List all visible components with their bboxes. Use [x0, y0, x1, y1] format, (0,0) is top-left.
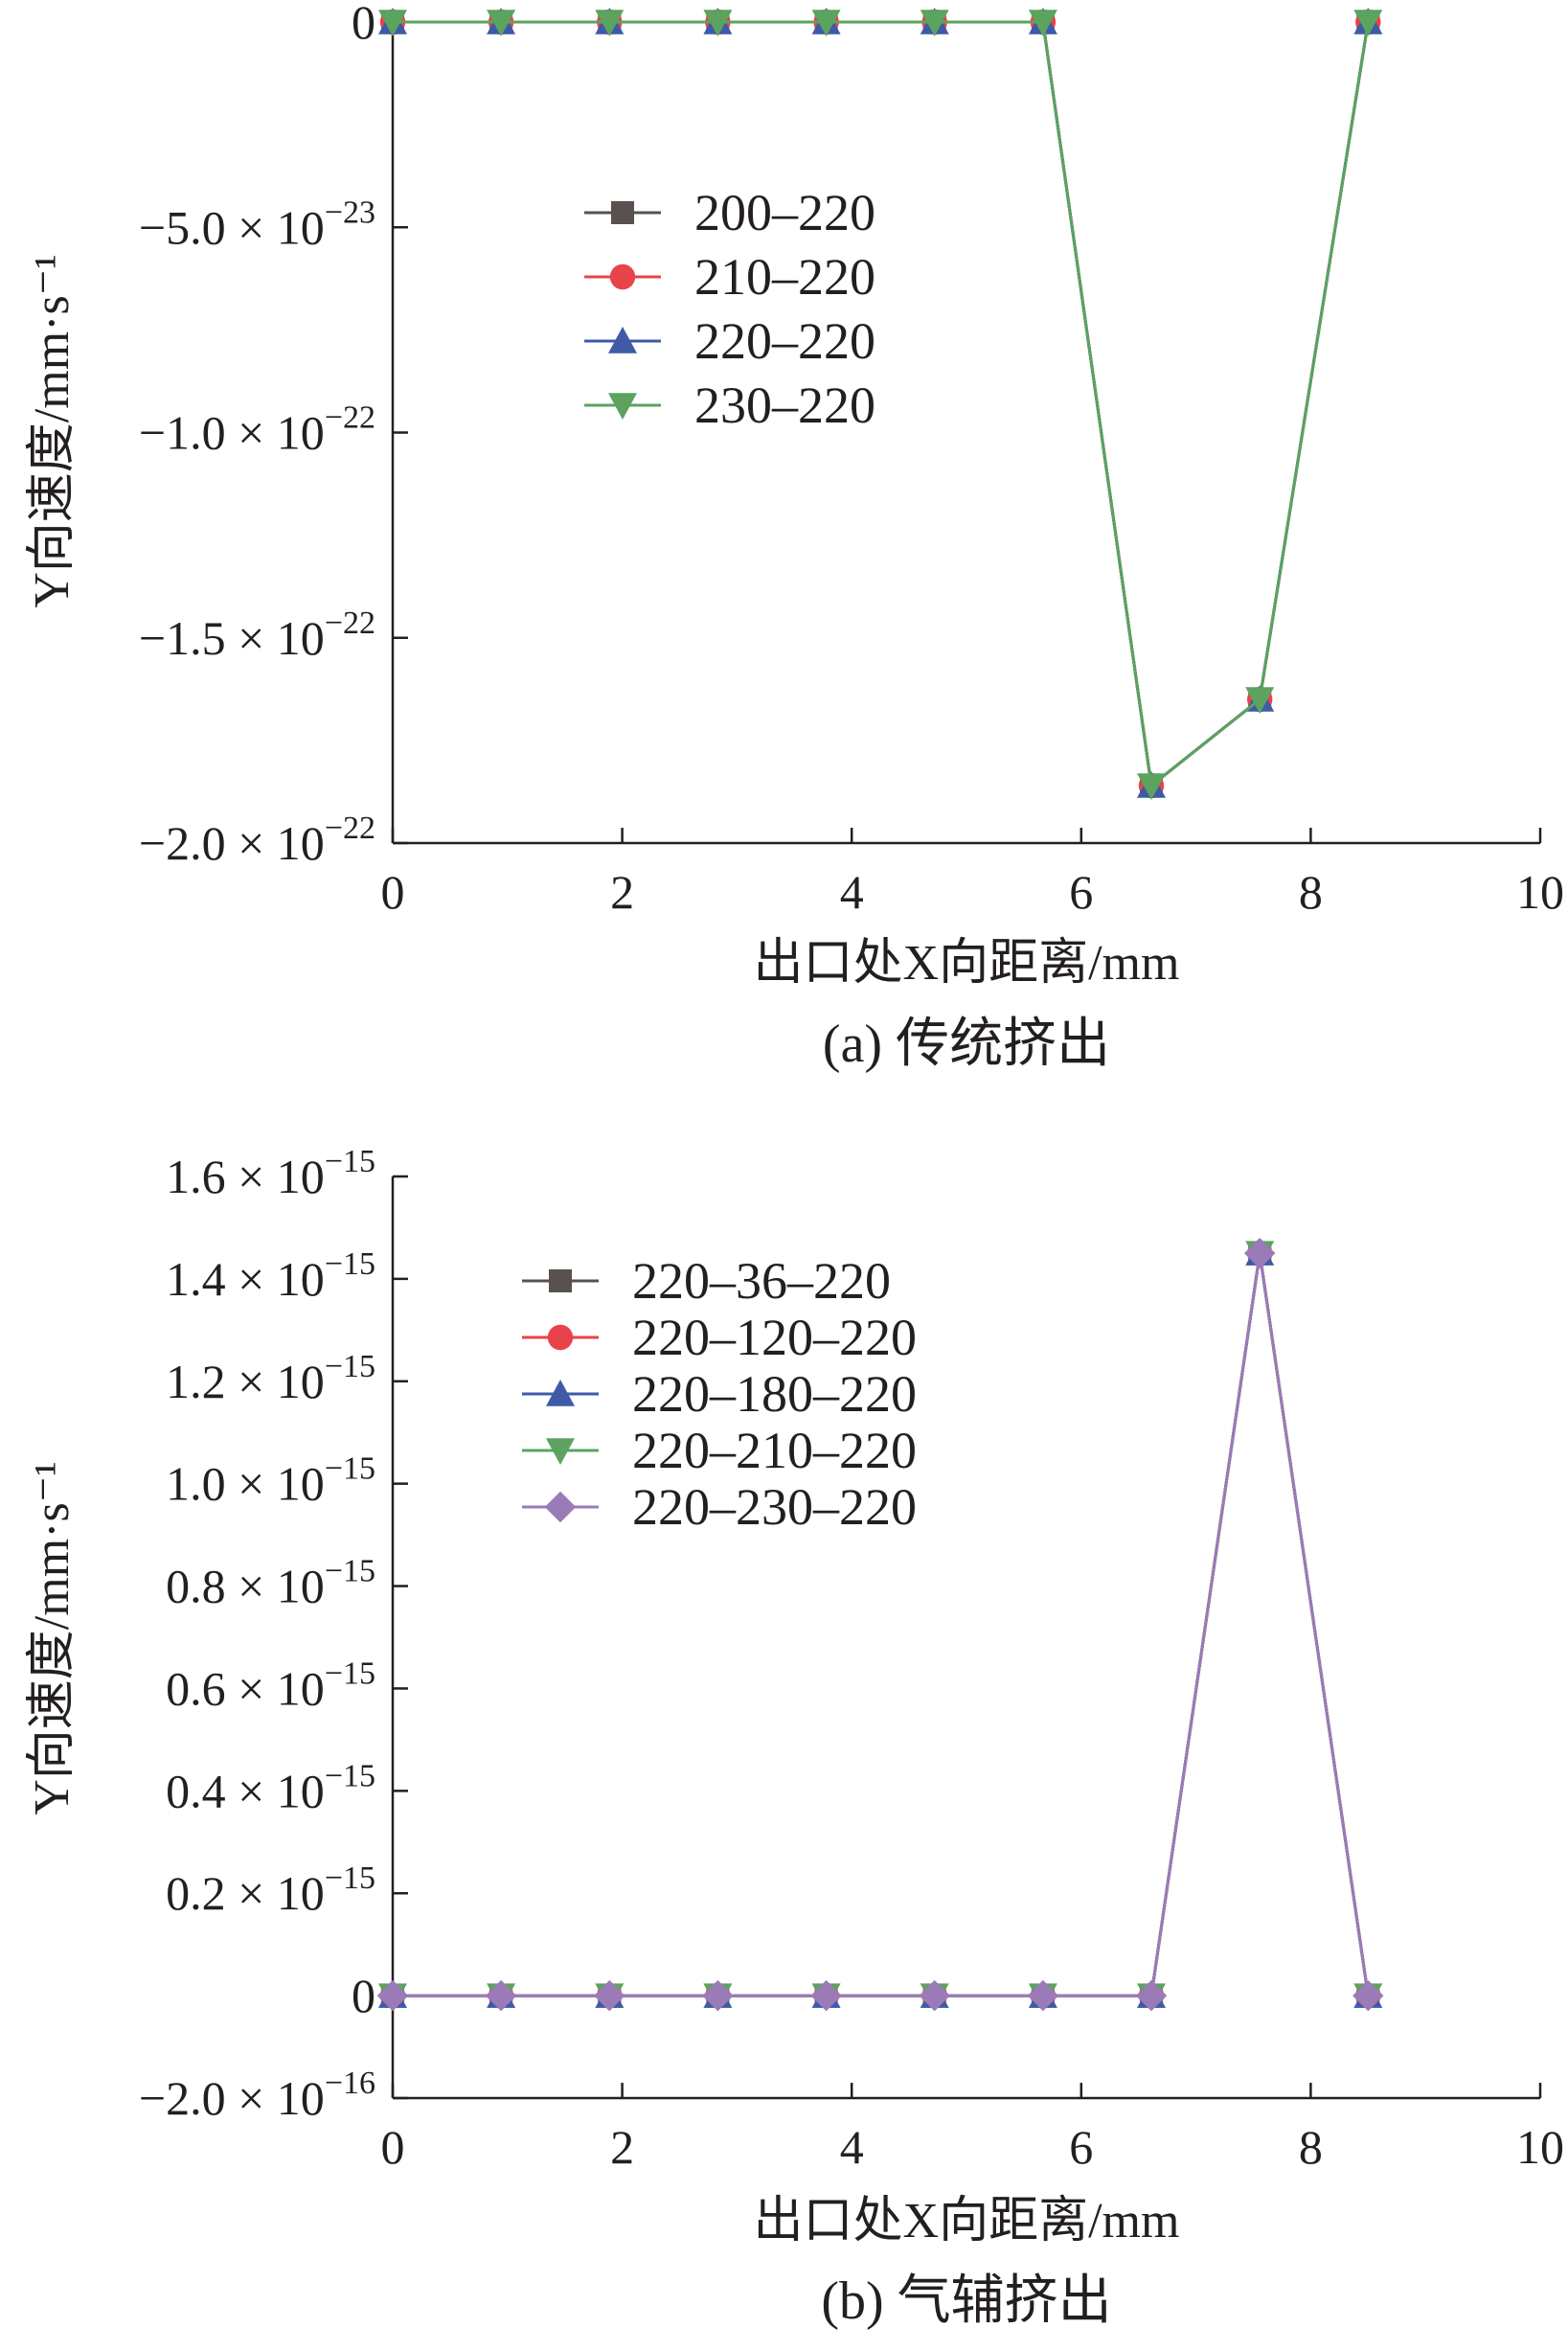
x-axis-label: 出口处X向距离/mm — [754, 2194, 1180, 2248]
series-4 — [378, 10, 1383, 801]
legend-label: 220–180–220 — [632, 1365, 917, 1423]
legend-marker — [549, 1269, 572, 1292]
y-tick-label: 0.4 × 10−15 — [166, 1758, 375, 1817]
data-point — [1245, 687, 1275, 715]
data-point — [595, 10, 625, 36]
y-tick-label: 1.0 × 10−15 — [166, 1451, 375, 1511]
x-tick-label: 0 — [381, 865, 405, 919]
y-tick-label: −5.0 × 10−23 — [139, 194, 375, 254]
legend: 200–220 210–220 220–220 230–220 — [584, 184, 875, 434]
legend-marker — [609, 263, 636, 290]
x-tick-label: 10 — [1516, 2120, 1564, 2174]
series-line — [393, 20, 1370, 788]
y-tick-label: 0.6 × 10−15 — [166, 1655, 375, 1715]
y-tick-label: −1.5 × 10−22 — [139, 605, 375, 665]
series-1 — [381, 11, 1380, 798]
y-axis-label: Y向速度/mm·s⁻¹ — [25, 254, 80, 608]
legend-marker — [608, 393, 637, 420]
data-point — [810, 1979, 842, 2012]
series-line — [393, 1252, 1370, 1997]
data-point — [485, 1979, 517, 2012]
x-tick-label: 2 — [610, 2120, 634, 2174]
legend-marker — [546, 1438, 575, 1465]
series-line — [393, 20, 1370, 788]
series-2 — [379, 9, 1381, 799]
y-tick-label: −2.0 × 10−16 — [139, 2066, 375, 2125]
x-tick-label: 0 — [381, 2120, 405, 2174]
data-point — [1353, 10, 1383, 36]
data-point — [1244, 1237, 1276, 1269]
data-point — [1027, 1979, 1059, 2012]
data-point — [1135, 1979, 1168, 2012]
legend-label: 220–220 — [694, 312, 875, 370]
x-tick-label: 4 — [840, 865, 864, 919]
series-5 — [376, 1237, 1384, 2012]
legend-marker — [547, 1324, 574, 1351]
chart-b: 0 2 4 6 8 10 1.6 × 10−15 1.4 × 10−15 1.2 × 10−15… — [25, 1144, 1564, 2331]
chart-caption: (a) 传统挤出 — [823, 1015, 1110, 1074]
legend-marker — [544, 1491, 577, 1523]
data-point — [487, 10, 516, 36]
legend-label: 210–220 — [694, 248, 875, 306]
x-tick-label: 6 — [1069, 2120, 1093, 2174]
data-point — [594, 1979, 625, 2012]
x-tick-label: 8 — [1299, 2120, 1323, 2174]
legend-label: 230–220 — [694, 377, 875, 434]
y-tick-label: 0 — [352, 1969, 375, 2022]
chart-a: 0 2 4 6 8 10 0 −5.0 × 10−23 −1.0 × 10−22 −1.5 × 1… — [25, 0, 1564, 1074]
data-point — [920, 10, 949, 36]
legend-label: 220–120–220 — [632, 1309, 917, 1366]
data-point — [702, 1979, 734, 2012]
series-line — [393, 20, 1370, 788]
y-tick-label: 1.6 × 10−15 — [166, 1144, 375, 1203]
legend: 220–36–220220–120–220220–180–220220–210–… — [522, 1252, 917, 1536]
y-axis-label: Y向速度/mm·s⁻¹ — [25, 1461, 80, 1815]
x-tick-label: 4 — [840, 2120, 864, 2174]
legend-marker — [608, 327, 637, 354]
legend-marker — [611, 201, 634, 224]
data-point — [811, 10, 841, 36]
series-line — [393, 20, 1370, 788]
x-tick-label: 8 — [1299, 865, 1323, 919]
y-tick-label: 1.4 × 10−15 — [166, 1246, 375, 1306]
data-point — [378, 10, 407, 36]
y-tick-label: −2.0 × 10−22 — [139, 810, 375, 870]
data-point — [1352, 1979, 1384, 2012]
x-tick-label: 6 — [1069, 865, 1093, 919]
y-tick-label: 0 — [352, 0, 375, 49]
y-tick-label: 0.8 × 10−15 — [166, 1554, 375, 1613]
data-point — [919, 1979, 950, 2012]
data-point — [376, 1979, 409, 2012]
legend-label: 220–230–220 — [632, 1478, 917, 1536]
chart-caption: (b) 气辅挤出 — [821, 2271, 1111, 2331]
legend-label: 200–220 — [694, 184, 875, 241]
data-point — [1136, 773, 1166, 801]
data-point — [703, 10, 733, 36]
y-tick-label: 0.2 × 10−15 — [166, 1860, 375, 1920]
x-tick-label: 2 — [610, 865, 634, 919]
legend-marker — [546, 1380, 575, 1406]
x-axis-label: 出口处X向距离/mm — [754, 936, 1180, 991]
legend-label: 220–36–220 — [632, 1252, 891, 1310]
legend-label: 220–210–220 — [632, 1422, 917, 1479]
x-tick-label: 10 — [1516, 865, 1564, 919]
y-tick-label: −1.0 × 10−22 — [139, 400, 375, 460]
data-point — [1028, 10, 1057, 36]
series-3 — [378, 8, 1383, 798]
y-tick-label: 1.2 × 10−15 — [166, 1349, 375, 1408]
